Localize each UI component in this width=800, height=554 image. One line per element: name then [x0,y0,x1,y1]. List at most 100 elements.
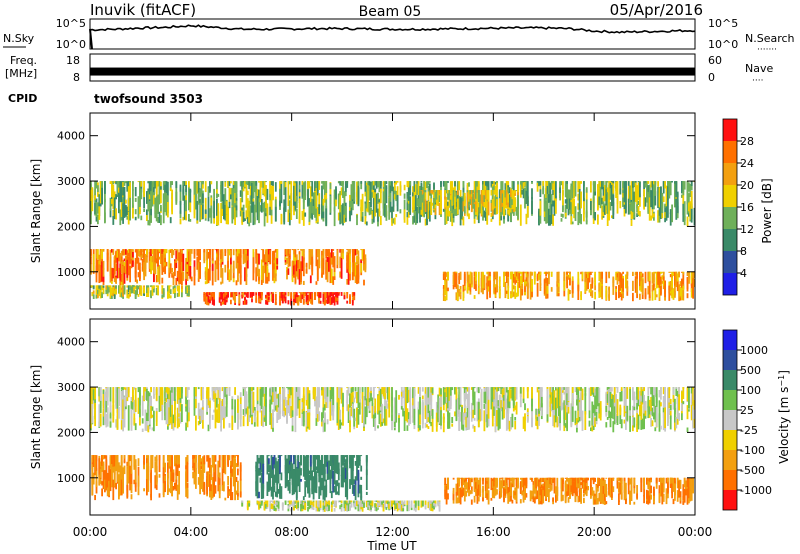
heatmap-cell [181,289,183,298]
heatmap-cell [374,181,377,186]
heatmap-cell [601,181,603,190]
heatmap-cell [302,455,305,477]
heatmap-cell [122,285,124,290]
heatmap-cell [667,181,669,200]
heatmap-cell [555,198,557,214]
heatmap-cell [356,249,358,254]
heatmap-cell [368,181,371,187]
heatmap-cell [325,208,328,226]
heatmap-cell [315,281,318,285]
heatmap-cell [174,293,176,299]
heatmap-cell [155,285,158,288]
heatmap-cell [143,187,145,209]
heatmap-cell [449,199,452,212]
heatmap-cell [146,421,148,431]
heatmap-cell [315,396,318,411]
heatmap-cell [109,469,112,492]
heatmap-cell [504,209,507,216]
heatmap-cell [273,485,276,493]
heatmap-cell [356,255,358,262]
heatmap-cell [193,472,196,482]
heatmap-cell [427,191,430,200]
heatmap-cell [111,287,113,296]
heatmap-cell [248,387,251,409]
heatmap-cell [353,479,356,484]
heatmap-cell [349,253,351,274]
heatmap-cell [318,411,321,421]
heatmap-cell [118,388,120,406]
heatmap-cell [106,285,109,294]
heatmap-cell [297,455,300,462]
heatmap-cell [216,188,218,194]
heatmap-cell [294,255,297,270]
heatmap-cell [160,403,162,411]
heatmap-cell [239,462,242,472]
heatmap-cell [90,285,92,287]
heatmap-cell [318,249,321,268]
heatmap-cell [211,295,214,305]
heatmap-cell [692,278,694,296]
heatmap-cell [302,387,305,403]
heatmap-cell [686,216,689,227]
heatmap-cell [249,406,252,418]
heatmap-cell [346,472,349,478]
heatmap-cell [350,471,353,482]
heatmap-cell [255,181,258,186]
heatmap-cell [147,287,150,297]
heatmap-cell [175,461,178,476]
heatmap-cell [672,288,675,300]
heatmap-cell [112,404,115,423]
heatmap-cell [675,271,678,286]
heatmap-cell [681,271,683,273]
heatmap-cell [353,484,356,496]
heatmap-cell [311,258,314,264]
heatmap-cell [434,204,437,209]
heatmap-cell [301,210,304,221]
heatmap-cell [182,181,185,195]
heatmap-cell [552,181,554,190]
heatmap-cell [483,181,486,199]
heatmap-cell [155,181,158,199]
heatmap-cell [339,191,342,196]
heatmap-cell [606,181,609,183]
heatmap-cell [463,192,466,198]
heatmap-cell [242,387,245,396]
heatmap-cell [140,181,143,187]
heatmap-cell [160,205,162,212]
heatmap-cell [329,297,332,302]
heatmap-cell [585,278,588,291]
heatmap-cell [637,181,640,183]
heatmap-cell [409,196,412,215]
heatmap-cell [228,491,231,496]
heatmap-cell [396,186,399,195]
heatmap-cell [360,181,363,190]
heatmap-cell [468,276,470,287]
heatmap-cell [154,269,157,275]
heatmap-cell [560,218,563,222]
heatmap-cell [176,455,179,465]
heatmap-cell [179,210,182,219]
heatmap-cell [244,181,246,187]
heatmap-cell [599,181,602,190]
heatmap-cell [650,190,652,208]
heatmap-cell [598,289,601,298]
heatmap-cell [277,489,280,494]
heatmap-cell [167,462,169,479]
heatmap-cell [615,181,617,198]
heatmap-cell [531,287,533,298]
heatmap-cell [196,220,199,224]
heatmap-cell [221,387,224,392]
heatmap-cell [106,292,109,297]
heatmap-cell [339,271,342,278]
heatmap-cell [573,199,575,219]
heatmap-cell [202,181,204,189]
heatmap-cell [518,271,521,275]
heatmap-cell [221,292,224,300]
heatmap-cell [314,400,316,407]
heatmap-cell [101,251,103,260]
heatmap-cell [273,387,276,406]
heatmap-cell [270,209,273,216]
heatmap-cell [99,387,102,401]
heatmap-cell [244,292,246,295]
heatmap-cell [487,271,490,279]
